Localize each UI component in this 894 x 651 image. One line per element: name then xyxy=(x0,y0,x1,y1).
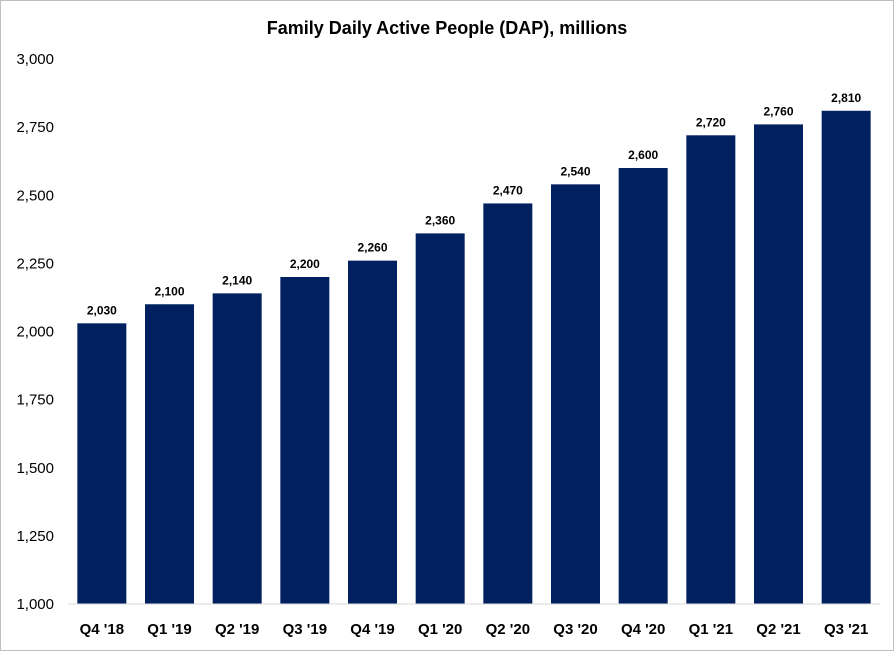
x-tick-label: Q4 '20 xyxy=(621,621,665,638)
chart-title: Family Daily Active People (DAP), millio… xyxy=(267,18,627,38)
bar xyxy=(551,184,600,604)
y-tick-label: 3,000 xyxy=(16,51,54,68)
y-tick-label: 2,000 xyxy=(16,324,54,341)
bar xyxy=(483,203,533,605)
bars xyxy=(77,110,871,605)
bar xyxy=(618,168,668,604)
y-tick-label: 2,250 xyxy=(16,255,54,272)
x-tick-label: Q2 '21 xyxy=(756,621,800,638)
data-label: 2,030 xyxy=(87,303,117,317)
data-label: 2,100 xyxy=(154,284,184,298)
bar xyxy=(348,260,397,604)
data-label: 2,470 xyxy=(493,183,523,197)
data-label: 2,140 xyxy=(222,273,252,287)
x-tick-label: Q3 '20 xyxy=(553,621,597,638)
y-tick-label: 2,500 xyxy=(16,187,54,204)
data-label: 2,200 xyxy=(290,257,320,271)
y-tick-label: 1,750 xyxy=(16,392,54,409)
data-label: 2,760 xyxy=(763,104,793,118)
data-label: 2,600 xyxy=(628,148,658,162)
x-tick-label: Q3 '21 xyxy=(824,621,868,638)
data-label: 2,720 xyxy=(696,115,726,129)
data-labels: 2,030 2,100 2,140 2,200 2,260 2,360 2,470 2,540… xyxy=(87,91,862,318)
data-label: 2,260 xyxy=(357,241,387,255)
data-label: 2,810 xyxy=(831,91,861,105)
x-tick-label: Q1 '21 xyxy=(689,621,733,638)
x-tick-label: Q4 '19 xyxy=(350,621,394,638)
x-tick-label: Q2 '20 xyxy=(486,621,530,638)
bar xyxy=(686,135,736,605)
x-tick-label: Q1 '19 xyxy=(147,621,191,638)
data-label: 2,360 xyxy=(425,213,455,227)
bar xyxy=(145,304,194,604)
x-tick-label: Q2 '19 xyxy=(215,621,259,638)
data-label: 2,540 xyxy=(560,164,590,178)
bar xyxy=(415,233,465,604)
bar xyxy=(77,323,127,604)
bar xyxy=(212,293,262,604)
y-tick-label: 1,500 xyxy=(16,460,54,477)
x-axis: Q4 '18 Q1 '19 Q2 '19 Q3 '19 Q4 '19 Q1 '20 Q2 '… xyxy=(68,603,880,638)
y-tick-label: 2,750 xyxy=(16,119,54,136)
x-tick-label: Q3 '19 xyxy=(283,621,327,638)
bar xyxy=(821,110,871,605)
bar xyxy=(280,277,330,604)
bar xyxy=(754,124,803,605)
y-axis: 1,000 1,250 1,500 1,750 2,000 2,250 2,500 2,750… xyxy=(16,51,54,613)
y-tick-label: 1,250 xyxy=(16,528,54,545)
x-tick-label: Q1 '20 xyxy=(418,621,462,638)
x-tick-label: Q4 '18 xyxy=(80,621,124,638)
y-tick-label: 1,000 xyxy=(16,596,54,613)
